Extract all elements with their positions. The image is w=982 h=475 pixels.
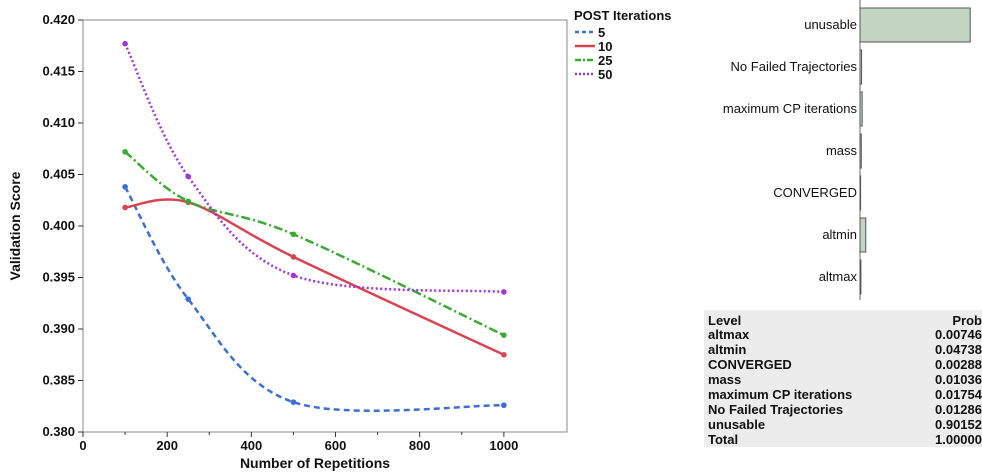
level-cell: altmax xyxy=(708,327,750,342)
data-point-50 xyxy=(185,173,192,180)
table-row: altmax 0.00746 xyxy=(704,327,982,342)
table-row: maximum CP iterations 0.01754 xyxy=(704,387,982,402)
y-tick-label: 0.420 xyxy=(42,12,75,27)
legend-item-10: 10 xyxy=(574,38,672,54)
legend-item-50: 50 xyxy=(574,66,672,82)
x-tick-label: 0 xyxy=(79,438,86,453)
level-cell: No Failed Trajectories xyxy=(708,402,844,417)
bar xyxy=(859,259,862,295)
legend-item-5: 5 xyxy=(574,24,672,40)
bar-category-label: altmax xyxy=(819,269,858,284)
y-tick-label: 0.380 xyxy=(42,424,75,439)
level-cell: altmin xyxy=(708,342,747,357)
legend-swatch xyxy=(575,58,595,62)
level-cell: maximum CP iterations xyxy=(708,387,853,402)
series-line-5 xyxy=(123,186,504,412)
bar-category-label: No Failed Trajectories xyxy=(731,59,858,74)
legend-swatch xyxy=(575,30,595,34)
data-point-10 xyxy=(501,351,507,358)
plot-frame xyxy=(82,19,568,433)
x-tick-label: 200 xyxy=(156,438,178,453)
level-cell: unusable xyxy=(708,417,766,432)
data-point-50 xyxy=(122,40,128,47)
bar-chart: unusable No Failed Trajectories maximum CP… xyxy=(723,0,971,300)
legend: POST Iterations 5 10 25 50 xyxy=(574,8,672,82)
level-cell: CONVERGED xyxy=(708,357,792,372)
data-point-10 xyxy=(290,254,297,260)
bar-category-label: CONVERGED xyxy=(773,185,857,200)
prob-cell: 0.00288 xyxy=(935,357,982,372)
bar xyxy=(859,217,867,253)
bar xyxy=(859,175,862,211)
legend-label: 25 xyxy=(598,52,613,68)
data-point-5 xyxy=(185,296,192,302)
data-point-25 xyxy=(122,149,128,155)
legend-swatch xyxy=(575,72,595,76)
data-point-25 xyxy=(185,198,192,205)
table-header-level: Level xyxy=(708,313,742,328)
bar-category-label: unusable xyxy=(804,17,857,32)
y-axis-label: Validation Score xyxy=(7,171,23,280)
prob-cell: 0.04738 xyxy=(935,342,982,357)
x-tick-label: 600 xyxy=(325,438,347,453)
y-tick-label: 0.385 xyxy=(42,373,75,388)
level-cell: mass xyxy=(708,372,742,387)
table-row: mass 0.01036 xyxy=(704,372,982,387)
data-point-5 xyxy=(501,402,507,409)
legend-item-25: 25 xyxy=(574,52,672,68)
series-line-50 xyxy=(123,43,504,294)
series-line-10 xyxy=(124,198,505,356)
x-tick-label: 1000 xyxy=(489,438,518,453)
prob-cell: 0.01286 xyxy=(935,402,982,417)
y-tick-label: 0.395 xyxy=(42,270,75,285)
data-point-5 xyxy=(122,184,128,190)
data-point-25 xyxy=(290,231,297,238)
table-row: altmin 0.04738 xyxy=(704,342,982,357)
bar-category-label: altmin xyxy=(822,227,857,242)
table-row: Total 1.00000 xyxy=(704,432,982,447)
data-point-10 xyxy=(122,204,128,211)
legend-label: 10 xyxy=(598,38,613,54)
x-tick-label: 400 xyxy=(240,438,262,453)
y-tick-label: 0.415 xyxy=(42,64,75,79)
x-tick-label: 800 xyxy=(409,438,431,453)
prob-cell: 0.90152 xyxy=(935,417,982,432)
data-point-50 xyxy=(290,272,297,279)
legend-swatch xyxy=(575,44,595,48)
prob-cell: 0.01754 xyxy=(935,387,982,402)
series-line-25 xyxy=(124,150,505,337)
y-tick-label: 0.405 xyxy=(42,167,75,182)
bar xyxy=(859,133,862,169)
table-header-prob: Prob xyxy=(952,313,982,328)
bar xyxy=(859,91,863,127)
y-tick-label: 0.410 xyxy=(42,115,75,130)
table-row: No Failed Trajectories 0.01286 xyxy=(704,402,982,417)
y-tick-label: 0.390 xyxy=(42,321,75,336)
level-cell: Total xyxy=(708,432,739,447)
table-row: unusable 0.90152 xyxy=(704,417,982,432)
bar xyxy=(859,7,971,43)
bar-category-label: mass xyxy=(826,143,858,158)
bar xyxy=(859,49,863,85)
prob-cell: 1.00000 xyxy=(935,432,982,447)
prob-cell: 0.01036 xyxy=(935,372,982,387)
y-tick-label: 0.400 xyxy=(42,218,75,233)
probability-table: Level Prob altmax 0.00746 altmin 0.04738 CON… xyxy=(704,310,982,447)
data-point-5 xyxy=(290,399,297,405)
line-chart: 0.380 0.385 0.390 0.395 0.400 0.405 0.410 0.415… xyxy=(7,12,568,471)
bar-category-label: maximum CP iterations xyxy=(723,101,858,116)
prob-cell: 0.00746 xyxy=(935,327,982,342)
x-axis-label: Number of Repetitions xyxy=(240,455,390,471)
legend-label: 50 xyxy=(598,66,613,82)
table-row: CONVERGED 0.00288 xyxy=(704,357,982,372)
data-point-50 xyxy=(501,289,507,295)
data-point-25 xyxy=(501,332,507,338)
legend-title: POST Iterations xyxy=(574,8,672,23)
legend-label: 5 xyxy=(598,24,606,40)
